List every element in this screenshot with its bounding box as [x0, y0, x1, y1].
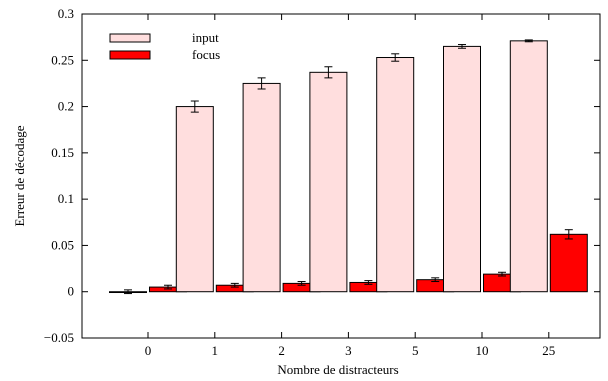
x-tick-label: 0 [145, 343, 152, 358]
y-tick-label: 0.25 [51, 52, 74, 67]
y-tick-label: 0.1 [58, 191, 74, 206]
legend: input focus [109, 30, 220, 62]
plot-frame [81, 13, 601, 339]
bar-input [443, 45, 481, 293]
bar-input [309, 71, 348, 293]
y-tick-label: 0.15 [51, 145, 74, 160]
axes [81, 13, 601, 339]
bar-input [509, 40, 548, 293]
bars [109, 39, 588, 295]
x-tick-label: 2 [278, 343, 285, 358]
bar-focus [549, 233, 588, 293]
x-tick-label: 25 [542, 343, 555, 358]
y-tick-label: 0 [68, 284, 75, 299]
legend-swatch-input [109, 33, 151, 43]
y-tick-label: 0.2 [58, 99, 74, 114]
legend-label-focus: focus [192, 47, 220, 62]
y-tick-label: 0.3 [58, 6, 74, 21]
x-tick-label: 3 [345, 343, 352, 358]
y-axis-label: Erreur de décodage [12, 125, 27, 226]
bar-input [175, 106, 214, 293]
bar-input [376, 57, 415, 293]
y-tick-label: 0.05 [51, 237, 74, 252]
x-tick-label: 1 [212, 343, 219, 358]
legend-label-input: input [192, 30, 219, 45]
x-axis-label: Nombre de distracteurs [277, 362, 398, 377]
labels: −0.05 0 0.05 0.1 0.15 0.2 0.25 0.3 0 1 2 3 5 10 25 Nomb… [12, 6, 555, 377]
y-tick-label: −0.05 [44, 330, 74, 345]
bar-input [242, 82, 281, 293]
x-tick-label: 5 [412, 343, 419, 358]
x-tick-label: 10 [476, 343, 489, 358]
legend-swatch-focus [109, 50, 151, 60]
